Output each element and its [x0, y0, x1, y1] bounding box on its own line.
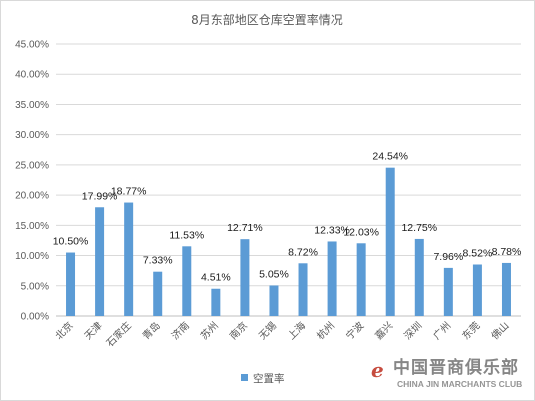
bar — [66, 252, 76, 316]
watermark-logo: e — [371, 358, 384, 382]
data-label: 17.99% — [82, 190, 118, 202]
bar — [327, 241, 337, 316]
bar — [472, 264, 482, 316]
x-tick-label: 佛山 — [488, 319, 511, 342]
data-label: 8.52% — [463, 248, 493, 260]
legend: 空置率 — [241, 372, 285, 385]
bar — [153, 271, 163, 316]
y-tick-label: 0.00% — [21, 312, 49, 323]
y-axis-ticks: 0.00% 5.00% 10.00% 15.00% 20.00% 25.00% 30.00%… — [15, 40, 49, 323]
watermark-name-cn: 中国晋商俱乐部 — [393, 357, 519, 378]
x-tick-label: 石家庄 — [103, 319, 133, 349]
y-tick-label: 45.00% — [15, 40, 49, 51]
gridlines — [56, 43, 521, 317]
bar — [95, 207, 105, 316]
data-label: 8.78% — [492, 246, 522, 258]
bar — [385, 167, 395, 316]
data-label: 24.54% — [372, 151, 408, 163]
data-label: 12.75% — [401, 222, 437, 234]
x-tick-label: 济南 — [169, 319, 192, 342]
data-label: 18.77% — [111, 186, 147, 198]
x-axis-labels: 北京 天津 石家庄 青岛 济南 苏州 南京 无锡 上海 杭州 宁波 嘉兴 深圳 广州 东莞 佛山 — [52, 319, 511, 349]
data-label: 7.33% — [143, 255, 173, 267]
y-tick-label: 5.00% — [21, 281, 49, 292]
x-tick-label: 杭州 — [314, 319, 337, 342]
bars — [66, 167, 511, 316]
legend-label: 空置率 — [253, 372, 285, 385]
bar — [211, 288, 221, 316]
data-label: 5.05% — [259, 268, 289, 280]
x-tick-label: 深圳 — [402, 320, 425, 343]
x-tick-label: 北京 — [52, 319, 75, 342]
x-tick-label: 无锡 — [256, 319, 279, 342]
bar — [501, 262, 511, 316]
data-label: 7.96% — [433, 251, 463, 263]
y-tick-label: 20.00% — [15, 191, 49, 202]
bar — [356, 243, 366, 316]
watermark-name-en: CHINA JIN MARCHANTS CLUB — [397, 379, 522, 389]
x-tick-label: 青岛 — [140, 319, 163, 342]
x-tick-label: 东莞 — [459, 319, 482, 342]
x-tick-label: 宁波 — [343, 319, 366, 342]
bar — [269, 285, 279, 316]
x-tick-label: 天津 — [82, 320, 105, 343]
y-tick-label: 10.00% — [15, 251, 49, 262]
x-tick-label: 苏州 — [198, 319, 221, 342]
bar — [443, 267, 453, 316]
data-label: 10.50% — [53, 236, 89, 248]
bar — [124, 202, 134, 316]
bar — [182, 246, 192, 316]
y-tick-label: 40.00% — [15, 70, 49, 81]
bar — [414, 238, 424, 316]
data-label: 4.51% — [201, 272, 231, 284]
watermark: e 中国晋商俱乐部 CHINA JIN MARCHANTS CLUB — [371, 357, 522, 389]
y-tick-label: 30.00% — [15, 130, 49, 141]
bar — [240, 239, 250, 316]
data-label: 11.53% — [169, 229, 204, 241]
data-label: 12.71% — [227, 222, 263, 234]
data-label: 12.03% — [343, 226, 379, 238]
bar — [298, 263, 308, 316]
x-tick-label: 嘉兴 — [372, 319, 395, 342]
x-tick-label: 上海 — [285, 319, 308, 342]
data-labels: 10.50% 17.99%18.77% 7.33% 11.53% 4.51% 12.71%… — [53, 151, 522, 284]
legend-swatch — [241, 374, 248, 381]
chart-title: 8月东部地区仓库空置率情况 — [191, 12, 343, 27]
y-tick-label: 15.00% — [15, 221, 49, 232]
y-tick-label: 25.00% — [15, 160, 49, 171]
data-label: 8.72% — [288, 246, 318, 258]
x-tick-label: 广州 — [431, 320, 454, 343]
y-tick-label: 35.00% — [15, 100, 49, 111]
x-tick-label: 南京 — [227, 319, 250, 342]
data-label: 12.33% — [314, 224, 350, 236]
